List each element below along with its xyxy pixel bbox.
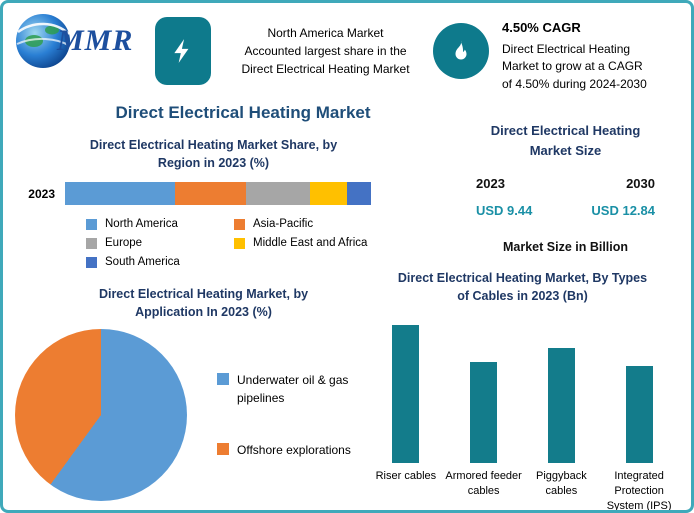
lightning-badge	[155, 17, 211, 85]
cables-labels: Riser cables Armored feeder cables Piggy…	[355, 469, 690, 512]
region-legend: North America Asia-Pacific Europe Middle…	[86, 218, 416, 268]
region-bar-segment	[309, 182, 347, 206]
legend-item: Europe	[86, 237, 234, 249]
legend-label: South America	[105, 256, 180, 269]
cables-section: Direct Electrical Heating Market, By Typ…	[355, 269, 690, 512]
bar-piggyback-cables	[547, 347, 575, 464]
lightning-bolt-icon	[174, 39, 189, 63]
legend-swatch-underwater	[217, 373, 229, 386]
application-legend: Underwater oil & gas pipelines Offshore …	[217, 371, 352, 459]
market-size-note: Market Size in Billion	[502, 240, 629, 254]
market-size-section: Direct Electrical Heating Market Size 20…	[448, 121, 683, 254]
bar-label: Piggyback cables	[535, 470, 587, 498]
bar-column	[600, 315, 678, 464]
region-share-section: Direct Electrical Heating Market Share, …	[11, 136, 416, 268]
bar-riser-cables	[392, 324, 420, 464]
legend-label: North America	[105, 218, 178, 231]
bar-label: Integrated Protection System (IPS)	[606, 470, 672, 512]
bar-label: Riser cables	[375, 470, 437, 483]
region-stacked-bar	[65, 182, 371, 206]
application-chart-title: Direct Electrical Heating Market, by App…	[98, 287, 309, 320]
flame-badge	[433, 23, 489, 79]
region-chart-row: 2023	[11, 182, 416, 206]
region-bar-segment	[346, 182, 371, 206]
region-chart-title: Direct Electrical Heating Market Share, …	[89, 138, 338, 171]
legend-item: Middle East and Africa	[234, 237, 416, 249]
legend-label: Underwater oil & gas pipelines	[237, 373, 349, 406]
year-2030: 2030	[626, 176, 655, 191]
highlight-text: North America Market Accounted largest s…	[223, 24, 428, 78]
cagr-line: Direct Electrical Heating	[502, 41, 631, 56]
legend-label: Middle East and Africa	[253, 237, 368, 250]
legend-item: Offshore explorations	[217, 441, 352, 459]
market-size-heading: Direct Electrical Heating Market Size	[490, 123, 641, 158]
mmr-logo: MMR	[13, 11, 133, 71]
legend-item: South America	[86, 256, 234, 268]
highlight-line: Accounted largest share in the	[244, 44, 407, 58]
region-category-label: 2023	[28, 186, 55, 201]
cagr-value: 4.50% CAGR	[502, 20, 581, 35]
region-bar-segment	[65, 182, 176, 206]
value-2030: USD 12.84	[591, 203, 655, 218]
legend-item: Asia-Pacific	[234, 218, 416, 230]
year-2023: 2023	[476, 176, 505, 191]
cagr-callout: 4.50% CAGR Direct Electrical Heating Mar…	[433, 19, 682, 93]
cables-chart-title: Direct Electrical Heating Market, By Typ…	[397, 271, 648, 304]
legend-swatch-offshore	[217, 443, 229, 456]
application-pie-chart	[15, 329, 187, 502]
bar-column	[523, 315, 601, 464]
legend-label: Europe	[105, 237, 143, 250]
legend-swatch-south-america	[86, 256, 97, 268]
page-title: Direct Electrical Heating Market	[115, 103, 371, 122]
legend-swatch-north-america	[86, 218, 97, 230]
bar-column	[367, 315, 445, 464]
legend-item: Underwater oil & gas pipelines	[217, 371, 352, 407]
bar-label: Armored feeder cables	[445, 470, 522, 498]
value-2023: USD 9.44	[476, 203, 533, 218]
legend-item: North America	[86, 218, 234, 230]
highlight-line: North America Market	[267, 26, 384, 40]
cagr-text-block: 4.50% CAGR Direct Electrical Heating Mar…	[502, 19, 682, 93]
legend-swatch-middle-east-africa	[234, 237, 245, 249]
highlight-callout: North America Market Accounted largest s…	[155, 17, 428, 85]
bar-integrated-protection-system	[625, 366, 653, 464]
bar-armored-feeder-cables	[470, 361, 498, 464]
globe-icon	[16, 14, 71, 68]
legend-label: Asia-Pacific	[253, 218, 314, 231]
legend-swatch-europe	[86, 237, 97, 249]
market-size-years: 2023 2030	[448, 176, 683, 191]
cagr-line: Market to grow at a CAGR	[502, 59, 643, 74]
cables-bars	[355, 315, 690, 464]
legend-swatch-asia-pacific	[234, 218, 245, 230]
legend-label: Offshore explorations	[237, 443, 351, 458]
logo-text: MMR	[57, 24, 134, 57]
bar-column	[445, 315, 523, 464]
application-section: Direct Electrical Heating Market, by App…	[11, 285, 396, 502]
flame-icon	[455, 40, 467, 60]
application-chart: Underwater oil & gas pipelines Offshore …	[11, 329, 396, 502]
region-bar-segment	[175, 182, 246, 206]
cagr-line: of 4.50% during 2024-2030	[502, 76, 647, 91]
highlight-line: Direct Electrical Heating Market	[241, 62, 410, 76]
region-bar-segment	[245, 182, 310, 206]
market-size-values: USD 9.44 USD 12.84	[448, 203, 683, 218]
